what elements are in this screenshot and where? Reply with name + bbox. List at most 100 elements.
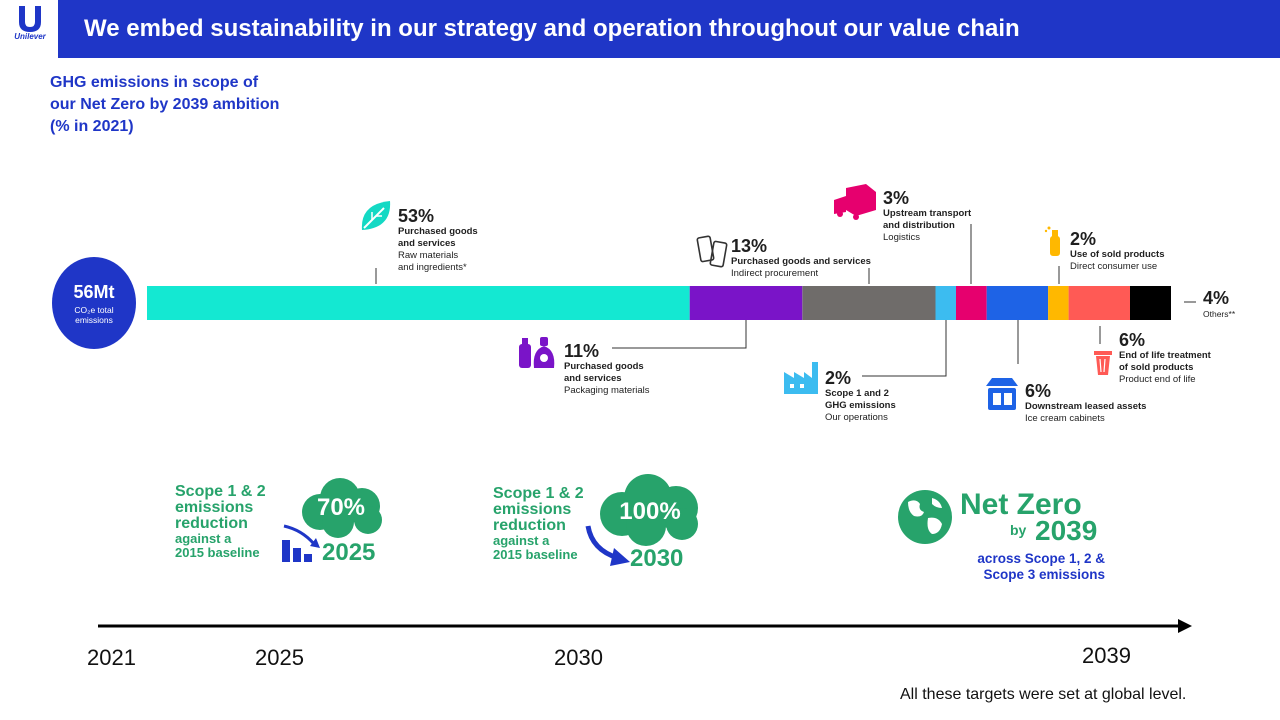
globe-icon <box>898 490 952 544</box>
callout-consumer-use: 2% Use of sold products Direct consumer … <box>1070 229 1164 273</box>
callout-pct: 2% <box>825 368 852 388</box>
callout-packaging: 11% Purchased goods and services Packagi… <box>564 341 650 397</box>
net-zero-sub-line: Scope 3 emissions <box>983 567 1105 582</box>
callout-detail: Direct consumer use <box>1070 261 1158 272</box>
bar-segment-3 <box>935 286 956 320</box>
callout-line: End of life treatment <box>1119 350 1211 361</box>
callout-pct: 53% <box>398 206 435 226</box>
target-2025-text: Scope 1 & 2 emissions reduction against … <box>175 484 266 560</box>
callout-detail: Our operations <box>825 412 888 423</box>
callout-cabinets: 6% Downstream leased assets Ice cream ca… <box>1025 381 1146 425</box>
target-line: Scope 1 & 2 <box>175 483 266 500</box>
callout-operations: 2% Scope 1 and 2 GHG emissions Our opera… <box>825 368 896 424</box>
callout-line: Downstream leased assets <box>1025 401 1147 412</box>
header-bar: We embed sustainability in our strategy … <box>58 0 1280 58</box>
callout-line: Purchased goods and services <box>731 256 871 267</box>
footnote: All these targets were set at global lev… <box>900 686 1187 703</box>
callout-others: 4% Others** <box>1203 288 1235 320</box>
callout-detail: Others** <box>1203 309 1236 319</box>
phone-devices-icon <box>696 235 728 268</box>
timeline-year-2030: 2030 <box>554 645 603 670</box>
unilever-u-icon <box>19 6 41 32</box>
callout-detail: Ice cream cabinets <box>1025 413 1105 424</box>
timeline-arrowhead <box>1178 619 1192 633</box>
target-line: emissions <box>493 501 572 518</box>
callout-line: and distribution <box>883 220 955 231</box>
target-2030-pct: 100% <box>619 498 681 525</box>
callout-line: and services <box>398 238 456 249</box>
target-line: 2015 baseline <box>175 545 260 560</box>
ice-cream-cabinet-icon <box>986 378 1018 410</box>
net-zero-by: by <box>1010 522 1027 538</box>
bar-segment-7 <box>1068 286 1130 320</box>
callout-end-of-life: 6% End of life treatment of sold product… <box>1119 330 1211 386</box>
callout-pct: 4% <box>1203 288 1230 308</box>
leaf-icon <box>361 201 391 230</box>
callout-raw-materials: 53% Purchased goods and services Raw mat… <box>398 206 478 274</box>
callout-line: Purchased goods <box>398 226 478 237</box>
total-emissions-circle: 56Mt CO₂e total emissions <box>52 257 136 349</box>
callout-line: Use of sold products <box>1070 249 1165 260</box>
callout-indirect: 13% Purchased goods and services Indirec… <box>731 236 871 280</box>
bar-segment-2 <box>802 286 936 320</box>
declining-bars-icon <box>282 524 320 562</box>
downward-arrow-icon <box>585 525 630 566</box>
callout-detail: Raw materials <box>398 250 459 261</box>
bar-segment-0 <box>147 286 690 320</box>
ghg-heading: GHG emissions in scope of our Net Zero b… <box>50 74 280 135</box>
callout-line: and services <box>564 373 622 384</box>
callout-detail: Product end of life <box>1119 374 1196 385</box>
callout-pct: 2% <box>1070 229 1097 249</box>
net-zero-subtitle: across Scope 1, 2 & Scope 3 emissions <box>955 551 1105 583</box>
delivery-truck-icon <box>834 184 876 220</box>
waste-bin-icon <box>1094 351 1112 375</box>
callout-line: GHG emissions <box>825 400 896 411</box>
timeline-year-2021: 2021 <box>87 645 136 670</box>
cloud-2025-icon <box>302 478 382 538</box>
bar-segment-4 <box>956 286 987 320</box>
callout-detail: Indirect procurement <box>731 268 819 279</box>
timeline-year-2025: 2025 <box>255 645 304 670</box>
target-line: emissions <box>175 499 254 516</box>
callout-pct: 13% <box>731 236 768 256</box>
leader-lines <box>375 224 1196 377</box>
logo-wordmark: Unilever <box>14 32 46 41</box>
bar-segment-8 <box>1130 286 1171 320</box>
callout-logistics: 3% Upstream transport and distribution L… <box>883 188 971 244</box>
leader-line-packaging <box>612 320 747 349</box>
callout-pct: 6% <box>1119 330 1146 350</box>
callout-line: Upstream transport <box>883 208 972 219</box>
bar-segment-6 <box>1048 286 1069 320</box>
total-label: CO₂e total emissions <box>74 305 114 325</box>
target-2030-year: 2030 <box>630 545 684 572</box>
leader-line-ops <box>862 320 947 377</box>
target-line: against a <box>175 531 232 546</box>
target-line: reduction <box>175 515 248 532</box>
callout-pct: 11% <box>564 341 600 361</box>
net-zero-sub-line: across Scope 1, 2 & <box>977 551 1105 566</box>
callout-line: of sold products <box>1119 362 1194 373</box>
bar-segment-1 <box>689 286 803 320</box>
total-value: 56Mt <box>73 282 115 302</box>
packaging-bottles-icon <box>519 337 555 368</box>
callout-detail: and ingredients* <box>398 262 467 273</box>
spray-bottle-icon <box>1044 226 1060 256</box>
bar-segment-5 <box>986 286 1049 320</box>
target-line: against a <box>493 533 550 548</box>
factory-icon <box>784 362 818 394</box>
callout-pct: 6% <box>1025 381 1052 401</box>
target-2025-year: 2025 <box>322 539 376 566</box>
callout-line: Scope 1 and 2 <box>825 388 889 399</box>
callout-pct: 3% <box>883 188 910 208</box>
callout-detail: Logistics <box>883 232 920 243</box>
cloud-2030-icon <box>600 474 698 546</box>
timeline-year-2039: 2039 <box>1082 643 1131 668</box>
callout-line: Purchased goods <box>564 361 644 372</box>
target-2030-text: Scope 1 & 2 emissions reduction against … <box>493 486 584 562</box>
target-line: reduction <box>493 517 566 534</box>
target-line: Scope 1 & 2 <box>493 485 584 502</box>
page-title: We embed sustainability in our strategy … <box>84 15 1020 42</box>
unilever-logo: Unilever <box>6 4 54 50</box>
net-zero-title: Net Zero <box>960 488 1082 521</box>
